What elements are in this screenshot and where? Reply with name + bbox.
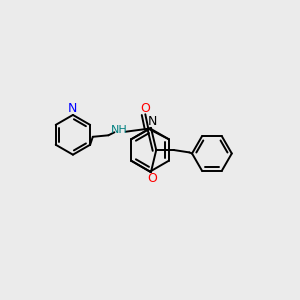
Text: N: N	[68, 102, 78, 116]
Text: NH: NH	[111, 125, 128, 135]
Text: N: N	[148, 115, 157, 128]
Text: O: O	[148, 172, 158, 185]
Text: O: O	[140, 102, 150, 115]
